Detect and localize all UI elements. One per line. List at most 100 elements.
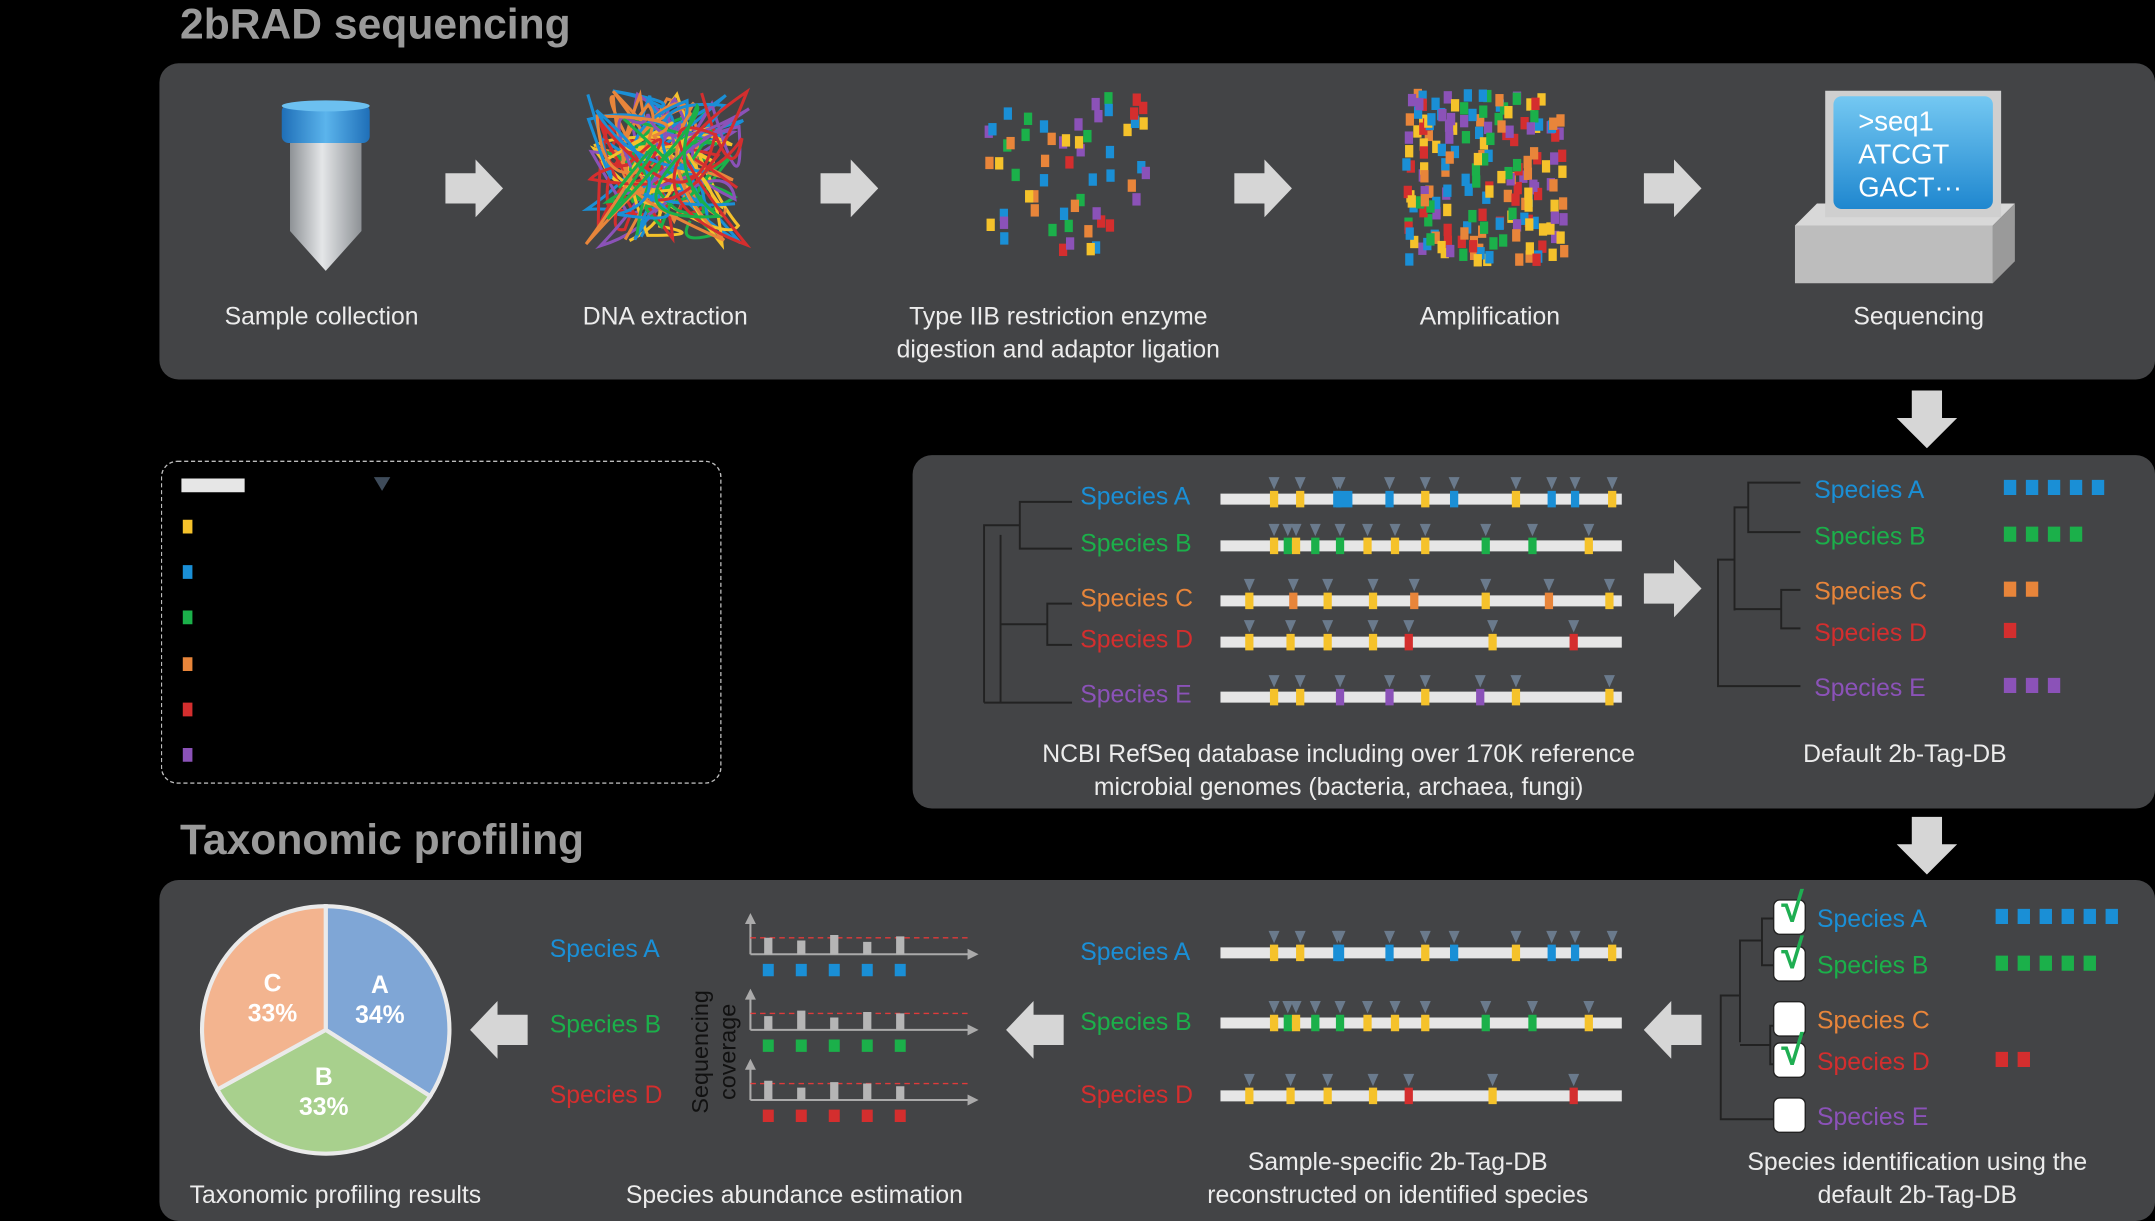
arrow-right-icon — [1643, 159, 1702, 218]
fragment-mark — [986, 218, 995, 231]
tag-mark — [894, 1109, 906, 1122]
fragment-mark — [1061, 134, 1071, 147]
tag-count-mark — [2025, 581, 2039, 597]
fragment-mark — [1550, 152, 1559, 165]
fragment-mark — [1039, 174, 1049, 187]
refseq-species-label: Species C — [1080, 584, 1194, 612]
tag-mark — [1608, 944, 1617, 962]
tag-mark — [1363, 537, 1372, 555]
restriction-site-icon — [1448, 477, 1460, 490]
legend-species-a-swatch — [182, 565, 193, 579]
default-db-species-label: Species D — [1814, 618, 1927, 647]
tag-mark — [1291, 1014, 1301, 1032]
identification-checkbox[interactable] — [1772, 899, 1806, 935]
tag-mark — [1385, 490, 1394, 508]
fragment-mark — [1130, 115, 1140, 129]
fragment-mark — [1426, 233, 1435, 246]
fragment-mark — [1000, 232, 1009, 245]
tag-mark — [1335, 537, 1345, 555]
restriction-site-icon — [1334, 930, 1346, 944]
restriction-site-icon — [1268, 523, 1280, 537]
fragment-mark — [1551, 129, 1560, 142]
fragment-mark — [1405, 113, 1414, 126]
tag-mark — [1449, 944, 1459, 962]
results-label: Taxonomic profiling results — [189, 1181, 482, 1209]
pie-slice — [199, 904, 328, 1093]
fragment-mark — [1486, 132, 1495, 146]
identification-checkbox[interactable] — [1772, 1001, 1806, 1037]
fragment-mark — [1476, 114, 1485, 127]
fragment-mark — [1479, 137, 1489, 150]
coverage-bar — [863, 1012, 872, 1030]
fragment-mark — [1006, 136, 1015, 150]
tag-mark — [861, 1039, 873, 1052]
fragment-mark — [1559, 213, 1568, 226]
restriction-site-icon — [1510, 675, 1522, 688]
tag-mark — [1296, 688, 1305, 706]
sequence-text: >seq1 ATCGT GACT··· — [1858, 106, 1962, 205]
restriction-site-icon — [1367, 1073, 1379, 1087]
fragment-mark — [1471, 163, 1481, 176]
fragment-mark — [1524, 187, 1533, 200]
pie-slice-label: A 34% — [339, 970, 421, 1031]
fragment-mark — [1419, 138, 1428, 151]
fragment-mark — [1127, 179, 1136, 192]
fragment-mark — [1555, 127, 1564, 140]
tag-mark — [1511, 688, 1521, 706]
fragment-mark — [1403, 185, 1412, 199]
profiling-pie-chart — [199, 904, 452, 1156]
fragment-mark — [1059, 207, 1069, 220]
tag-count-mark — [2091, 479, 2105, 495]
fragment-mark — [1132, 93, 1141, 106]
restriction-site-icon — [1583, 523, 1595, 537]
tag-count-mark — [2039, 955, 2052, 971]
fragment-mark — [1091, 97, 1100, 111]
sample-db-label: Sample-specific 2b-Tag-DB reconstructed … — [1207, 1148, 1589, 1209]
restriction-site-icon — [1362, 1001, 1374, 1014]
tag-mark — [1311, 537, 1320, 555]
tag-mark — [1323, 1087, 1332, 1105]
coverage-bar — [830, 1082, 839, 1100]
fragment-mark — [1431, 97, 1440, 110]
fragment-mark — [1446, 244, 1455, 258]
restriction-site-icon — [1243, 1073, 1255, 1087]
restriction-site-icon — [1510, 930, 1522, 944]
fragment-mark — [1088, 173, 1097, 186]
legend-genome-swatch — [181, 478, 245, 493]
fragment-mark — [985, 156, 994, 170]
restriction-site-icon — [1285, 620, 1297, 633]
identification-checkbox[interactable] — [1772, 1042, 1806, 1078]
restriction-site-icon — [1474, 675, 1486, 688]
fragment-mark — [1021, 128, 1030, 142]
default-db-species-label: Species A — [1814, 475, 1925, 504]
tag-mark — [1385, 944, 1394, 962]
fragment-mark — [1469, 247, 1479, 261]
restriction-site-icon — [1309, 523, 1321, 537]
coverage-bar — [863, 941, 872, 955]
tag-mark — [828, 1039, 840, 1052]
tag-mark — [1283, 537, 1292, 555]
tag-mark — [1421, 944, 1430, 962]
tag-mark — [1289, 592, 1298, 610]
restriction-site-icon — [1487, 620, 1499, 633]
amplified-fragments-icon — [1402, 88, 1569, 267]
fragment-mark — [1530, 110, 1539, 123]
fragment-mark — [1515, 253, 1524, 266]
identification-checkbox[interactable] — [1772, 946, 1806, 982]
fragment-mark — [995, 157, 1004, 170]
fragment-mark — [1472, 175, 1481, 188]
identification-checkbox[interactable] — [1772, 1097, 1806, 1133]
restriction-site-icon — [1569, 930, 1581, 944]
restriction-site-icon — [1419, 523, 1431, 537]
fragment-mark — [1479, 105, 1488, 118]
fragment-mark — [1040, 154, 1050, 168]
fragment-mark — [1443, 223, 1452, 237]
pie-slice-percent: 33% — [299, 1093, 349, 1121]
restriction-site-icon — [1334, 1001, 1346, 1014]
checkmark-icon: √ — [1781, 1028, 1804, 1074]
arrow-right-icon — [1643, 559, 1702, 618]
fragment-mark — [1508, 207, 1517, 220]
fragment-mark — [1495, 217, 1504, 230]
fragment-mark — [1450, 145, 1460, 159]
tag-mark — [1584, 537, 1593, 555]
